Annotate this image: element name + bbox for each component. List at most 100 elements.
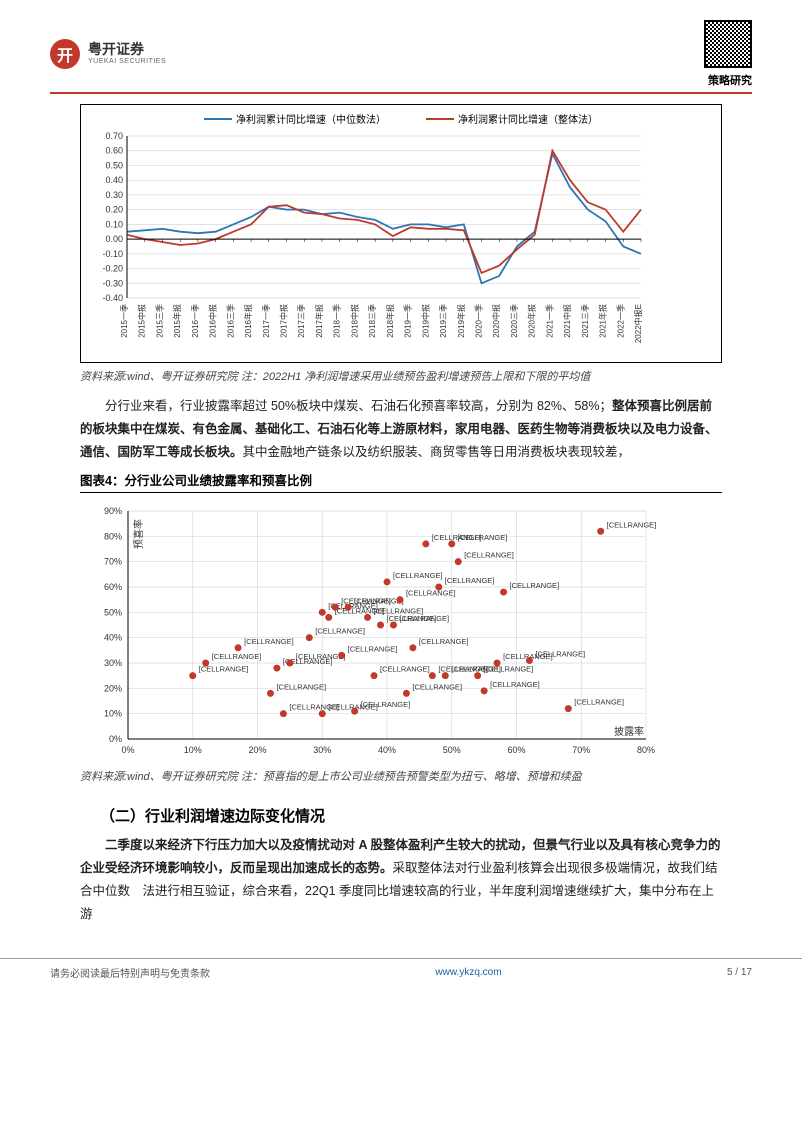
svg-text:2016一季: 2016一季: [190, 304, 200, 338]
svg-text:[CELLRANGE]: [CELLRANGE]: [315, 627, 365, 636]
svg-text:[CELLRANGE]: [CELLRANGE]: [464, 551, 514, 560]
svg-text:2018一季: 2018一季: [332, 304, 342, 338]
svg-text:50%: 50%: [443, 745, 461, 755]
svg-text:[CELLRANGE]: [CELLRANGE]: [510, 581, 560, 590]
svg-text:2017中报: 2017中报: [279, 304, 289, 338]
svg-text:50%: 50%: [104, 607, 122, 617]
svg-text:2021一季: 2021一季: [544, 304, 554, 338]
figure4-title: 图表4：分行业公司业绩披露率和预喜比例: [80, 470, 722, 493]
svg-text:-0.40: -0.40: [102, 293, 123, 303]
page-header: 开 粤开证券 YUEKAI SECURITIES 策略研究: [50, 20, 752, 94]
legend-item-red: 净利润累计同比增速（整体法）: [426, 111, 598, 126]
svg-text:2017年报: 2017年报: [314, 304, 324, 338]
svg-text:[CELLRANGE]: [CELLRANGE]: [458, 533, 508, 542]
svg-text:30%: 30%: [104, 658, 122, 668]
section2-heading: （二）行业利润增速边际变化情况: [100, 805, 722, 826]
svg-text:2015中报: 2015中报: [137, 304, 147, 338]
svg-text:10%: 10%: [184, 745, 202, 755]
svg-text:70%: 70%: [572, 745, 590, 755]
svg-text:2018三季: 2018三季: [367, 304, 377, 338]
svg-text:2019三季: 2019三季: [438, 304, 448, 338]
svg-text:[CELLRANGE]: [CELLRANGE]: [212, 652, 262, 661]
paragraph-2: 二季度以来经济下行压力加大以及疫情扰动对 A 股整体盈利产生较大的扰动，但景气行…: [80, 834, 722, 927]
svg-text:20%: 20%: [104, 683, 122, 693]
svg-text:-0.30: -0.30: [102, 278, 123, 288]
svg-text:2021年报: 2021年报: [598, 304, 608, 338]
svg-text:2021三季: 2021三季: [580, 304, 590, 338]
svg-text:[CELLRANGE]: [CELLRANGE]: [276, 682, 326, 691]
svg-text:0.50: 0.50: [105, 160, 123, 170]
svg-text:80%: 80%: [637, 745, 655, 755]
svg-text:70%: 70%: [104, 557, 122, 567]
footer-right: 5 / 17: [727, 967, 752, 978]
svg-text:2020一季: 2020一季: [473, 304, 483, 338]
page-footer: 请务必阅读最后特别声明与免责条款 www.ykzq.com 5 / 17: [0, 958, 802, 994]
svg-text:40%: 40%: [378, 745, 396, 755]
svg-text:[CELLRANGE]: [CELLRANGE]: [490, 680, 540, 689]
footer-left: 请务必阅读最后特别声明与免责条款: [50, 965, 210, 980]
svg-text:0.70: 0.70: [105, 131, 123, 141]
svg-text:-0.10: -0.10: [102, 249, 123, 259]
svg-text:[CELLRANGE]: [CELLRANGE]: [535, 649, 585, 658]
legend-item-blue: 净利润累计同比增速（中位数法）: [204, 111, 386, 126]
svg-text:-0.20: -0.20: [102, 264, 123, 274]
svg-text:[CELLRANGE]: [CELLRANGE]: [393, 571, 443, 580]
svg-text:预喜率: 预喜率: [132, 519, 145, 549]
svg-text:2016三季: 2016三季: [225, 304, 235, 338]
chart1-svg: -0.40-0.30-0.20-0.100.000.100.200.300.40…: [87, 130, 647, 360]
svg-text:0.20: 0.20: [105, 205, 123, 215]
svg-text:0.40: 0.40: [105, 175, 123, 185]
svg-text:30%: 30%: [313, 745, 331, 755]
logo: 开 粤开证券 YUEKAI SECURITIES: [50, 39, 166, 69]
svg-text:[CELLRANGE]: [CELLRANGE]: [348, 644, 398, 653]
svg-text:[CELLRANGE]: [CELLRANGE]: [296, 652, 346, 661]
svg-text:2017三季: 2017三季: [296, 304, 306, 338]
svg-text:2020年报: 2020年报: [527, 304, 537, 338]
svg-text:90%: 90%: [104, 506, 122, 516]
svg-text:[CELLRANGE]: [CELLRANGE]: [419, 637, 469, 646]
chart1-container: 净利润累计同比增速（中位数法） 净利润累计同比增速（整体法） -0.40 -0.3…: [80, 104, 722, 363]
svg-text:[CELLRANGE]: [CELLRANGE]: [399, 614, 449, 623]
chart2-source: 资料来源:wind、粤开证券研究院 注：预喜指的是上市公司业绩预告预警类型为扭亏…: [80, 769, 722, 787]
svg-text:2015三季: 2015三季: [154, 304, 164, 338]
svg-text:0%: 0%: [109, 734, 122, 744]
chart1-source: 资料来源:wind、粤开证券研究院 注：2022H1 净利润增速采用业绩预告盈利…: [80, 369, 722, 387]
logo-mark: 开: [50, 39, 80, 69]
svg-text:[CELLRANGE]: [CELLRANGE]: [380, 665, 430, 674]
svg-text:2020中报: 2020中报: [491, 304, 501, 338]
svg-text:[CELLRANGE]: [CELLRANGE]: [354, 596, 404, 605]
svg-text:2015一季: 2015一季: [119, 304, 129, 338]
svg-text:2022一季: 2022一季: [615, 304, 625, 338]
qr-code: [704, 20, 752, 68]
svg-text:[CELLRANGE]: [CELLRANGE]: [244, 637, 294, 646]
svg-text:0.30: 0.30: [105, 190, 123, 200]
svg-text:0.60: 0.60: [105, 146, 123, 156]
svg-text:2020三季: 2020三季: [509, 304, 519, 338]
footer-center: www.ykzq.com: [435, 967, 501, 978]
svg-text:2021中报: 2021中报: [562, 304, 572, 338]
svg-text:0.00: 0.00: [105, 234, 123, 244]
svg-text:10%: 10%: [104, 709, 122, 719]
logo-en: YUEKAI SECURITIES: [88, 58, 166, 66]
svg-text:披露率: 披露率: [614, 725, 644, 738]
svg-text:[CELLRANGE]: [CELLRANGE]: [574, 698, 624, 707]
strategy-label: 策略研究: [708, 72, 752, 88]
svg-text:2018年报: 2018年报: [385, 304, 395, 338]
svg-text:60%: 60%: [507, 745, 525, 755]
svg-text:2019中报: 2019中报: [420, 304, 430, 338]
svg-text:20%: 20%: [248, 745, 266, 755]
legend-label: 净利润累计同比增速（整体法）: [458, 111, 598, 126]
svg-text:[CELLRANGE]: [CELLRANGE]: [445, 576, 495, 585]
svg-text:60%: 60%: [104, 582, 122, 592]
svg-text:2019年报: 2019年报: [456, 304, 466, 338]
svg-text:[CELLRANGE]: [CELLRANGE]: [607, 520, 657, 529]
svg-text:0%: 0%: [121, 745, 134, 755]
chart2-svg: 0%10%20%30%40%50%60%70%80%0%10%20%30%40%…: [86, 503, 686, 763]
svg-text:2018中报: 2018中报: [349, 304, 359, 338]
chart2-container: 0%10%20%30%40%50%60%70%80%0%10%20%30%40%…: [80, 497, 722, 765]
svg-text:[CELLRANGE]: [CELLRANGE]: [361, 700, 411, 709]
svg-text:2016年报: 2016年报: [243, 304, 253, 338]
svg-text:2019一季: 2019一季: [403, 304, 413, 338]
svg-text:[CELLRANGE]: [CELLRANGE]: [412, 682, 462, 691]
svg-text:[CELLRANGE]: [CELLRANGE]: [406, 589, 456, 598]
